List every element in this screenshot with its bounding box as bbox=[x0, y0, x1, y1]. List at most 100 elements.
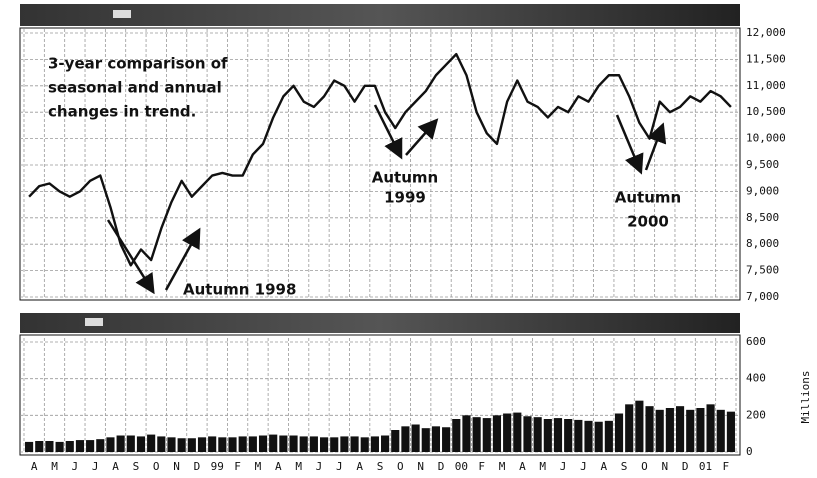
volume-bar bbox=[411, 424, 420, 452]
volume-bar bbox=[157, 436, 166, 452]
volume-bar bbox=[96, 439, 105, 452]
volume-bar bbox=[614, 413, 624, 452]
volume-bar bbox=[258, 435, 268, 452]
volume-bar bbox=[503, 413, 512, 452]
panel-header bbox=[20, 4, 740, 26]
y-tick-label: 7,000 bbox=[746, 290, 779, 303]
volume-bar bbox=[177, 438, 186, 452]
volume-bar bbox=[208, 436, 217, 452]
volume-bar bbox=[35, 441, 44, 452]
price-line bbox=[28, 52, 732, 267]
y-tick-label: 8,000 bbox=[746, 237, 779, 250]
y-tick-label: 11,500 bbox=[746, 52, 786, 65]
volume-bar bbox=[655, 409, 664, 452]
x-tick-label: F bbox=[234, 460, 241, 473]
volume-bar bbox=[564, 419, 573, 452]
volume-bar bbox=[665, 408, 674, 452]
volume-bar bbox=[584, 420, 593, 452]
annotation: 1999 bbox=[384, 189, 426, 207]
volume-bar bbox=[625, 404, 634, 452]
volume-bar bbox=[218, 437, 227, 452]
volume-frame bbox=[19, 334, 741, 456]
volume-bar bbox=[726, 411, 735, 452]
y-tick-label: 9,000 bbox=[746, 184, 779, 197]
y-tick-label: 200 bbox=[746, 408, 766, 421]
x-tick-label: N bbox=[417, 460, 424, 473]
volume-bar bbox=[248, 436, 257, 452]
x-tick-label: F bbox=[723, 460, 730, 473]
volume-bar bbox=[238, 436, 247, 452]
y-tick-label: 12,000 bbox=[746, 26, 786, 39]
volume-bar bbox=[635, 400, 644, 452]
volume-bar bbox=[167, 437, 176, 452]
volume-bar bbox=[452, 419, 461, 452]
x-tick-label: J bbox=[336, 460, 343, 473]
arrows bbox=[106, 104, 667, 295]
arrow bbox=[106, 219, 155, 295]
x-tick-label: J bbox=[560, 460, 567, 473]
x-tick-label: N bbox=[661, 460, 668, 473]
arrow bbox=[405, 118, 439, 156]
panel-header bbox=[20, 313, 740, 333]
x-tick-label: J bbox=[580, 460, 587, 473]
x-tick-label: A bbox=[600, 460, 607, 473]
volume-bar bbox=[431, 426, 441, 452]
volume-bar bbox=[533, 417, 542, 452]
x-tick-label: A bbox=[112, 460, 119, 473]
x-tick-label: J bbox=[72, 460, 79, 473]
annotation: 3-year comparison of bbox=[48, 55, 228, 73]
volume-bar bbox=[513, 412, 522, 452]
x-tick-label: D bbox=[438, 460, 445, 473]
arrow bbox=[644, 122, 667, 171]
x-tick-label: A bbox=[356, 460, 363, 473]
x-tick-label: S bbox=[377, 460, 384, 473]
y-tick-label: 600 bbox=[746, 335, 766, 348]
annotation: 2000 bbox=[627, 213, 669, 231]
volume-bar bbox=[136, 436, 146, 452]
volume-bar bbox=[381, 435, 390, 452]
volume-bar bbox=[696, 408, 705, 452]
volume-bar bbox=[319, 437, 329, 452]
volume-bar bbox=[228, 437, 237, 452]
y-axis-label: Millions bbox=[799, 371, 812, 424]
volume-bar bbox=[126, 435, 135, 452]
x-tick-label: J bbox=[316, 460, 323, 473]
volume-bar bbox=[604, 420, 613, 452]
volume-bar bbox=[65, 441, 74, 452]
x-tick-label: D bbox=[682, 460, 689, 473]
y-tick-label: 11,000 bbox=[746, 79, 786, 92]
y-tick-label: 400 bbox=[746, 372, 766, 385]
x-tick-label: D bbox=[194, 460, 201, 473]
x-tick-label: 99 bbox=[211, 460, 224, 473]
volume-bar bbox=[197, 437, 207, 452]
volume-bar bbox=[360, 437, 369, 452]
x-tick-label: M bbox=[499, 460, 506, 473]
y-tick-label: 9,500 bbox=[746, 158, 779, 171]
x-tick-label: O bbox=[641, 460, 648, 473]
price-frame bbox=[19, 27, 741, 301]
header-icon bbox=[113, 10, 131, 18]
volume-bar bbox=[553, 418, 563, 452]
volume-bar bbox=[75, 440, 85, 452]
volume-bar bbox=[543, 419, 552, 452]
volume-bar bbox=[482, 418, 491, 452]
y-tick-label: 10,500 bbox=[746, 105, 786, 118]
volume-bar bbox=[340, 436, 349, 452]
volume-bar bbox=[289, 435, 298, 452]
volume-bar bbox=[462, 415, 471, 452]
x-tick-label: M bbox=[51, 460, 58, 473]
y-tick-label: 10,000 bbox=[746, 132, 786, 145]
volume-bar bbox=[330, 437, 339, 452]
volume-bar bbox=[279, 435, 288, 452]
volume-bar bbox=[391, 430, 400, 452]
arrow bbox=[164, 227, 201, 291]
volume-bar bbox=[55, 441, 64, 452]
volume-bar bbox=[187, 438, 196, 452]
annotation: changes in trend. bbox=[48, 103, 196, 121]
volume-bar bbox=[299, 436, 308, 452]
x-tick-label: S bbox=[133, 460, 140, 473]
x-tick-label: M bbox=[255, 460, 262, 473]
volume-bar bbox=[116, 435, 125, 452]
arrow bbox=[373, 104, 403, 160]
